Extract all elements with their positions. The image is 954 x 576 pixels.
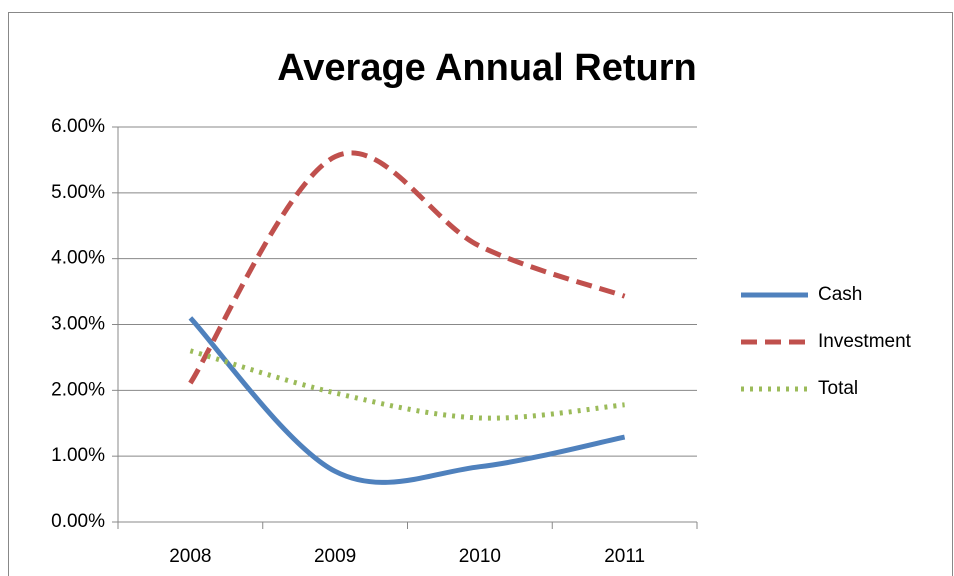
y-tick-label: 5.00%: [51, 182, 105, 203]
x-tick-label: 2009: [314, 546, 356, 567]
y-tick-label: 0.00%: [51, 511, 105, 532]
chart-frame: [8, 12, 953, 576]
y-tick-label: 2.00%: [51, 379, 105, 400]
x-tick-label: 2010: [459, 546, 501, 567]
x-tick-label: 2011: [604, 546, 645, 567]
x-tick-label: 2008: [169, 546, 211, 567]
series-line: [189, 348, 625, 421]
y-tick-label: 1.00%: [51, 445, 105, 466]
y-tick-label: 4.00%: [51, 248, 105, 269]
legend-label: Total: [818, 378, 858, 399]
series-line: [188, 316, 626, 485]
legend-label: Investment: [818, 331, 912, 352]
legend-label: Cash: [818, 284, 862, 305]
y-tick-label: 6.00%: [51, 116, 105, 137]
chart-title: Average Annual Return: [277, 47, 696, 89]
y-tick-label: 3.00%: [51, 314, 105, 335]
